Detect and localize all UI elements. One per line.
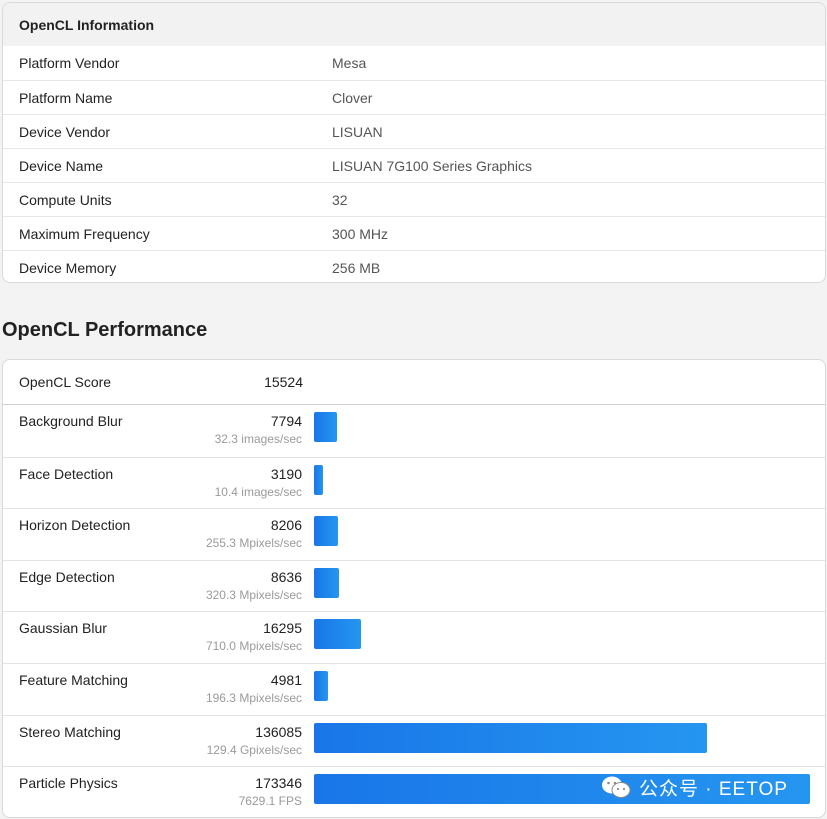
wechat-icon [602,776,631,798]
benchmark-name: Background Blur [19,413,123,429]
benchmark-score: 8206 [270,517,302,534]
benchmark-name: Horizon Detection [19,517,131,534]
benchmark-bar [314,722,707,753]
benchmark-name: Face Detection [19,465,114,482]
benchmark-bar [314,670,328,701]
opencl-information-card: OpenCL Information Platform Vendor Mesa Pl… [2,2,826,283]
benchmark-rate: 196.3 Mpixels/sec [205,690,302,705]
benchmark-bar [314,619,361,650]
benchmark-score: 7794 [270,413,302,429]
info-row: Device Memory 256 MB [3,250,825,282]
info-label: Compute Units [19,191,112,208]
benchmark-row: Stereo Matching 136085 129.4 Gpixels/sec [3,714,825,767]
benchmark-bar [314,774,810,805]
benchmark-bar [314,567,339,598]
benchmark-row: Feature Matching 4981 196.3 Mpixels/sec [3,662,825,715]
benchmark-row: Background Blur 7794 32.3 images/sec [3,405,825,457]
benchmark-row: Gaussian Blur 16295 710.0 Mpixels/sec [3,611,825,663]
info-value: Mesa [332,55,367,71]
benchmark-score: 3190 [270,465,302,482]
info-label: Platform Vendor [19,55,120,71]
info-value: Clover [332,89,373,106]
info-label: Maximum Frequency [19,225,150,242]
watermark-text: 公众号 · EETOP [639,778,788,800]
info-row: Compute Units 32 [3,182,825,216]
info-value: 300 MHz [332,225,389,242]
info-label: Platform Name [19,89,113,106]
benchmark-row: Edge Detection 8636 320.3 Mpixels/sec [3,559,825,612]
info-row: Device Name LISUAN 7G100 Series Graphics [3,148,825,182]
info-value: LISUAN 7G100 Series Graphics [332,157,532,174]
benchmark-name: Particle Physics [19,775,118,792]
benchmark-rate: 129.4 Gpixels/sec [206,742,302,757]
info-value: 32 [332,191,348,208]
performance-title: OpenCL Performance [2,319,208,341]
benchmark-bar [314,516,338,547]
benchmark-bar [314,412,337,442]
benchmark-rate: 7629.1 FPS [238,794,302,809]
opencl-score-row: OpenCL Score 15524 [3,360,825,405]
opencl-performance-card: OpenCL Score 15524 Background Blur 7794 32… [2,359,826,818]
benchmark-score: 8636 [270,568,302,585]
benchmark-name: Gaussian Blur [19,620,107,637]
benchmark-row: Horizon Detection 8206 255.3 Mpixels/sec [3,508,825,560]
info-value: 256 MB [332,259,381,276]
benchmark-name: Edge Detection [19,568,115,585]
info-value: LISUAN [332,123,383,140]
info-label: Device Vendor [19,123,111,140]
benchmark-bar [314,464,323,495]
benchmark-row: Face Detection 3190 10.4 images/sec [3,456,825,509]
benchmark-name: Stereo Matching [19,723,121,740]
info-row: Platform Vendor Mesa [3,46,825,80]
benchmark-score: 4981 [270,671,302,688]
benchmark-rate: 710.0 Mpixels/sec [205,639,302,654]
info-row: Device Vendor LISUAN [3,114,825,148]
benchmark-rate: 32.3 images/sec [214,432,302,446]
info-label: Device Memory [19,259,117,276]
benchmark-rate: 320.3 Mpixels/sec [205,587,302,602]
benchmark-score: 16295 [263,620,302,637]
watermark: 公众号 · EETOP [601,773,788,801]
info-row: Maximum Frequency 300 MHz [3,216,825,250]
info-row: Platform Name Clover [3,80,825,114]
info-label: Device Name [19,157,104,174]
opencl-score-value: 15524 [264,374,303,390]
info-header: OpenCL Information [3,3,825,46]
benchmark-rate: 255.3 Mpixels/sec [205,536,302,551]
benchmark-score: 173346 [255,775,302,792]
benchmark-score: 136085 [255,723,302,740]
benchmark-name: Feature Matching [19,671,128,688]
benchmark-row: Particle Physics 173346 7629.1 FPS [3,766,825,817]
info-table: Platform Vendor Mesa Platform Name Clover De… [3,46,825,282]
opencl-score-label: OpenCL Score [19,374,112,390]
benchmark-rate: 10.4 images/sec [214,484,302,499]
benchmark-list: Background Blur 7794 32.3 images/sec Face D… [3,405,825,817]
